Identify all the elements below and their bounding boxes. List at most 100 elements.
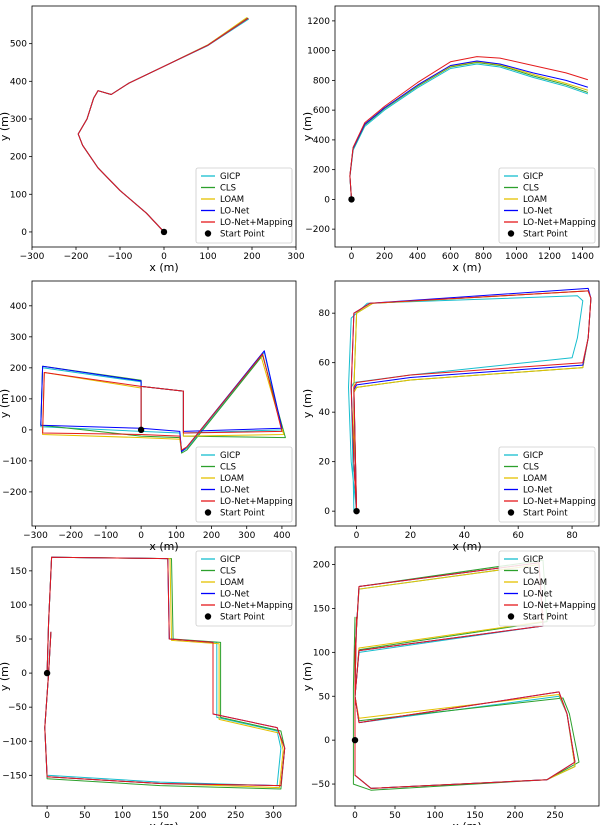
x-axis-label: x (m) xyxy=(452,261,481,274)
series-line-lo-net-mapping xyxy=(350,290,592,512)
y-tick-label: 0 xyxy=(21,669,27,679)
chart-panel-5: 050100150200250300−150−100−50050100150x … xyxy=(0,546,297,825)
x-tick-label: 0 xyxy=(352,811,358,821)
y-tick-label: 300 xyxy=(10,333,27,343)
x-axis-label: x (m) xyxy=(149,540,178,553)
y-tick-label: 400 xyxy=(10,77,27,87)
legend-label: LOAM xyxy=(523,195,547,205)
chart-panel-6: 0 50 100 150 200 250 −50 0 50 100 150 200 x (m) y (m)… xyxy=(301,546,600,825)
x-tick-label: 100 xyxy=(168,531,185,541)
legend-label: LO-Net+Mapping xyxy=(220,601,293,611)
legend-label: LOAM xyxy=(220,195,244,205)
legend-label: Start Point xyxy=(220,230,265,240)
legend-label: GICP xyxy=(220,172,240,182)
series-group xyxy=(77,17,249,233)
y-tick-label: 400 xyxy=(10,302,27,312)
series-line-lo-net-mapping xyxy=(354,562,576,789)
legend-label: LO-Net xyxy=(220,207,250,217)
y-tick-label: −100 xyxy=(2,457,27,467)
x-tick-label: 0 xyxy=(354,531,360,541)
chart-panel-3: −300 −200 −100 0 100 200 300 400 −200 −100 0 100 200… xyxy=(0,280,297,553)
y-tick-label: 50 xyxy=(16,635,28,645)
legend-label: GICP xyxy=(220,555,240,565)
legend-box xyxy=(498,550,596,627)
legend-label: LO-Net+Mapping xyxy=(220,497,293,507)
y-tick-label: 100 xyxy=(10,395,27,405)
legend-label: GICP xyxy=(220,451,240,461)
x-axis-label: x (m) xyxy=(149,820,178,825)
start-point-marker xyxy=(351,736,359,744)
y-tick-label: 100 xyxy=(10,601,27,611)
axes-frame xyxy=(31,546,297,807)
legend-label: LOAM xyxy=(220,474,244,484)
legend-label: LO-Net xyxy=(523,486,553,496)
x-tick-label: 60 xyxy=(512,531,524,541)
y-tick-label: −100 xyxy=(2,737,27,747)
y-tick-label: 400 xyxy=(313,136,330,146)
x-tick-label: 50 xyxy=(389,811,401,821)
series-group xyxy=(44,556,286,790)
y-tick-label: 1000 xyxy=(307,47,330,57)
y-tick-label: 150 xyxy=(10,567,27,577)
x-axis-label: x (m) xyxy=(149,261,178,274)
y-tick-label: 300 xyxy=(10,115,27,125)
legend-box xyxy=(498,446,596,523)
x-tick-label: 200 xyxy=(376,252,393,262)
legend-label: LO-Net xyxy=(523,207,553,217)
y-tick-label: 0 xyxy=(21,228,27,238)
x-tick-label: 1000 xyxy=(505,252,528,262)
y-tick-label: 0 xyxy=(21,426,27,436)
legend-start-point-marker xyxy=(507,230,515,237)
start-point-marker xyxy=(160,228,168,236)
y-tick-label: 0 xyxy=(324,195,330,205)
legend-start-point-marker xyxy=(204,613,212,620)
x-tick-label: 1400 xyxy=(571,252,594,262)
y-axis-label: y (m) xyxy=(0,662,11,691)
axes-frame xyxy=(31,280,297,527)
legend-label: LO-Net+Mapping xyxy=(220,218,293,228)
y-tick-label: 1200 xyxy=(307,17,330,27)
axes-frame xyxy=(334,5,600,248)
y-tick-label: 40 xyxy=(319,408,331,418)
legend-label: LO-Net+Mapping xyxy=(523,601,596,611)
x-tick-label: 100 xyxy=(199,252,216,262)
legend-label: GICP xyxy=(523,451,543,461)
x-tick-label: −200 xyxy=(64,252,89,262)
y-tick-label: 800 xyxy=(313,76,330,86)
x-tick-label: −200 xyxy=(58,531,83,541)
chart-panel-2: 0 200 400 600 800 1000 1200 1400 −200 0 200 400 600 8… xyxy=(301,5,600,274)
legend-label: Start Point xyxy=(523,230,568,240)
legend-box xyxy=(195,446,293,523)
x-tick-label: 400 xyxy=(273,531,290,541)
y-tick-label: 600 xyxy=(313,106,330,116)
legend-label: LOAM xyxy=(523,578,547,588)
x-tick-label: 300 xyxy=(287,252,304,262)
y-axis-label: y (m) xyxy=(0,389,11,418)
start-point-marker xyxy=(137,426,145,434)
y-tick-label: 200 xyxy=(313,561,330,571)
chart-panel-1: −300 −200 −100 0 100 200 300 0 100 200 300 400 500 x … xyxy=(0,5,305,274)
legend-label: Start Point xyxy=(220,613,265,623)
series-group xyxy=(348,287,592,512)
legend-label: Start Point xyxy=(220,509,265,519)
legend-label: LOAM xyxy=(523,474,547,484)
series-line-cls xyxy=(352,559,580,791)
legend-label: LO-Net xyxy=(220,590,250,600)
y-tick-label: −200 xyxy=(305,225,330,235)
series-line-lo-net-mapping xyxy=(77,17,249,233)
y-tick-label: 100 xyxy=(313,648,330,658)
x-tick-label: 0 xyxy=(161,252,167,262)
y-tick-label: 100 xyxy=(10,190,27,200)
x-tick-label: 250 xyxy=(227,811,244,821)
y-tick-label: −200 xyxy=(2,488,27,498)
axes-frame xyxy=(334,546,600,807)
x-tick-label: 250 xyxy=(546,811,563,821)
x-tick-label: 0 xyxy=(138,531,144,541)
x-tick-label: 800 xyxy=(475,252,492,262)
legend-label: CLS xyxy=(523,184,539,194)
x-tick-label: 0 xyxy=(44,811,50,821)
